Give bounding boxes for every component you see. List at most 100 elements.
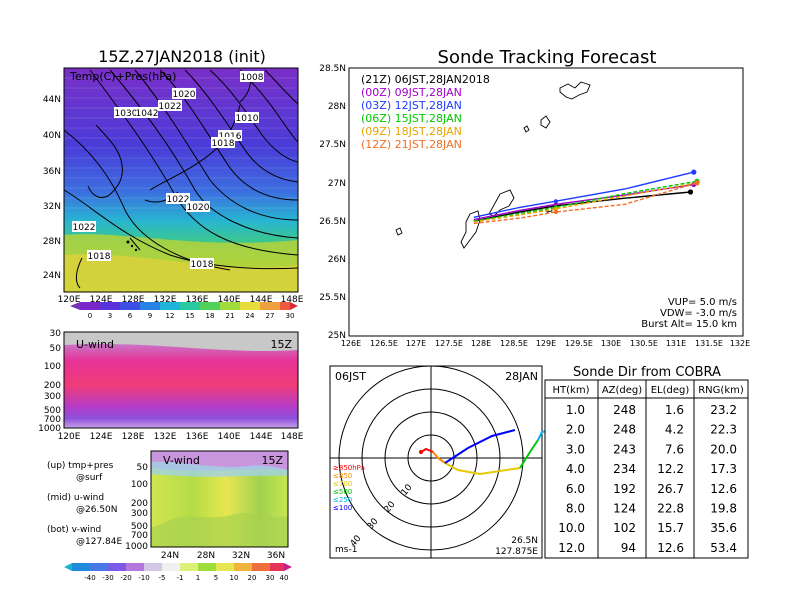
table-cell: 17.3 <box>710 462 737 476</box>
wind-colorbar-tick: 5 <box>214 574 218 582</box>
u-wind-time: 15Z <box>270 338 292 351</box>
map-x-tick: 144E <box>250 295 273 305</box>
table-cell: 248 <box>613 403 636 417</box>
wind-colorbar-ticks: -40 -30 -20 -10 -5 -1 1 5 10 20 30 40 <box>84 574 288 582</box>
colorbar-tick: 15 <box>186 312 195 320</box>
map-title: 15Z,27JAN2018 (init) <box>98 47 266 66</box>
temperature-colorbar-ticks: 0 3 6 9 12 15 18 21 24 27 30 <box>88 312 295 320</box>
param-vup: VUP= 5.0 m/s <box>668 297 737 308</box>
map-y-tick: 44N <box>43 95 61 105</box>
pressure-legend-item: ≥850hPa <box>333 464 365 472</box>
u-y-tick: 1000 <box>38 424 61 434</box>
param-vdw: VDW= -3.0 m/s <box>660 308 737 319</box>
v-x-tick: 28N <box>197 551 215 561</box>
v-wind-frame <box>150 450 289 548</box>
v-y-tick: 700 <box>131 531 148 541</box>
u-x-tick: 128E <box>122 432 145 442</box>
map-frame <box>63 67 299 293</box>
track-x-tick: 129.5E <box>565 339 593 348</box>
track-x-tick: 128E <box>471 339 491 348</box>
note-bot: (bot) v-wind <box>47 525 101 535</box>
isobar-label: 1020 <box>173 90 196 100</box>
table-header-cell: HT(km) <box>553 385 590 396</box>
u-wind-x-ticks: 120E 124E 128E 132E 136E 140E 144E 148E <box>58 432 304 442</box>
table-cell: 248 <box>613 423 636 437</box>
note-up-2: @surf <box>76 473 103 483</box>
track-y-tick: 25N <box>328 331 346 341</box>
map-y-tick: 24N <box>43 271 61 281</box>
wind-colorbar-tick: -5 <box>159 574 166 582</box>
map-y-ticks: 44N 40N 36N 32N 28N 24N <box>43 95 61 281</box>
track-endpoint-marker <box>694 180 700 186</box>
u-x-tick: 136E <box>186 432 209 442</box>
colorbar-tick: 0 <box>88 312 92 320</box>
track-x-tick: 130E <box>601 339 621 348</box>
track-endpoint-marker <box>691 169 697 175</box>
v-wind-label: V-wind <box>163 454 200 467</box>
track-x-tick: 129E <box>536 339 556 348</box>
table-cell: 94 <box>621 541 636 555</box>
table-cell: 19.8 <box>710 502 737 516</box>
table-body: 1.0 248 1.6 23.2 2.0 248 4.2 22.3 3.0 243 7.6 20.0 4… <box>558 403 737 555</box>
map-x-ticks: 120E 124E 128E 132E 136E 140E 144E 148E <box>58 295 304 305</box>
launch-entry: (21Z) 06JST,28JAN2018 <box>361 73 490 86</box>
table-cell: 22.3 <box>710 423 737 437</box>
table-cell: 12.2 <box>657 462 684 476</box>
param-burst: Burst Alt= 15.0 km <box>641 319 737 330</box>
v-x-tick: 32N <box>232 551 250 561</box>
polar-right-label: 28JAN <box>505 370 538 383</box>
map-y-tick: 28N <box>43 237 61 247</box>
polar-lon: 127.875E <box>495 547 538 557</box>
v-wind-y-ticks: 50 100 200 300 500 700 1000 <box>125 463 148 552</box>
launch-entry: (09Z) 18JST,28JAN <box>361 125 462 138</box>
table-cell: 12.0 <box>558 541 585 555</box>
track-x-tick: 130.5E <box>630 339 658 348</box>
isobar-label: 1030 <box>115 109 138 119</box>
table-cell: 124 <box>613 502 636 516</box>
u-x-tick: 148E <box>281 432 304 442</box>
pressure-legend-item: ≤700 <box>333 480 352 488</box>
table-cell: 1.0 <box>566 403 585 417</box>
v-y-tick: 50 <box>137 463 149 473</box>
map-x-tick: 148E <box>281 295 304 305</box>
wind-colorbar-tick: -1 <box>177 574 184 582</box>
table-cell: 22.8 <box>657 502 684 516</box>
u-y-tick: 30 <box>50 329 62 339</box>
v-y-tick: 100 <box>131 480 148 490</box>
track-mid-marker <box>553 210 558 214</box>
u-x-tick: 144E <box>250 432 273 442</box>
track-series-line <box>473 182 698 223</box>
pressure-legend-item: ≤500 <box>333 488 352 496</box>
track-mid-marker <box>553 206 558 211</box>
track-endpoint-marker <box>687 189 694 195</box>
table-header: HT(km) AZ(deg) EL(deg) RNG(km) <box>553 385 744 396</box>
polar-lat: 26.5N <box>511 536 538 546</box>
track-y-tick: 28N <box>328 102 346 112</box>
wind-colorbar-tick: 40 <box>280 574 289 582</box>
v-wind-section <box>151 451 288 547</box>
v-y-tick: 1000 <box>125 542 148 552</box>
launch-entry: (12Z) 21JST,28JAN <box>361 138 462 151</box>
wind-colorbar-tick: 30 <box>266 574 275 582</box>
launch-entry: (03Z) 12JST,28JAN <box>361 99 462 112</box>
v-y-tick: 300 <box>131 509 148 519</box>
track-x-tick: 128.5E <box>500 339 528 348</box>
table-cell: 12.6 <box>710 482 737 496</box>
isobar-label: 1010 <box>236 114 259 124</box>
table-cell: 8.0 <box>566 502 585 516</box>
track-y-tick: 25.5N <box>319 293 346 303</box>
colorbar-tick: 27 <box>266 312 275 320</box>
track-series-line <box>473 180 698 222</box>
track-y-ticks: 28.5N 28N 27.5N 27N 26.5N 26N 25.5N 25N <box>319 64 346 341</box>
v-y-tick: 200 <box>131 499 148 509</box>
table-header-cell: AZ(deg) <box>602 385 642 396</box>
u-x-tick: 140E <box>218 432 241 442</box>
table-cell: 4.2 <box>665 423 684 437</box>
track-x-tick: 131E <box>666 339 686 348</box>
isobar-label: 1022 <box>73 223 96 233</box>
isobar-labels: 1008 1020 1022 1030 1042 1010 1016 1018 … <box>72 71 264 270</box>
pressure-legend: ≥850hPa ≤850 ≤700 ≤500 ≤250 ≤100 <box>333 464 365 512</box>
track-x-tick: 127E <box>406 339 426 348</box>
temperature-colorbar <box>70 302 298 310</box>
